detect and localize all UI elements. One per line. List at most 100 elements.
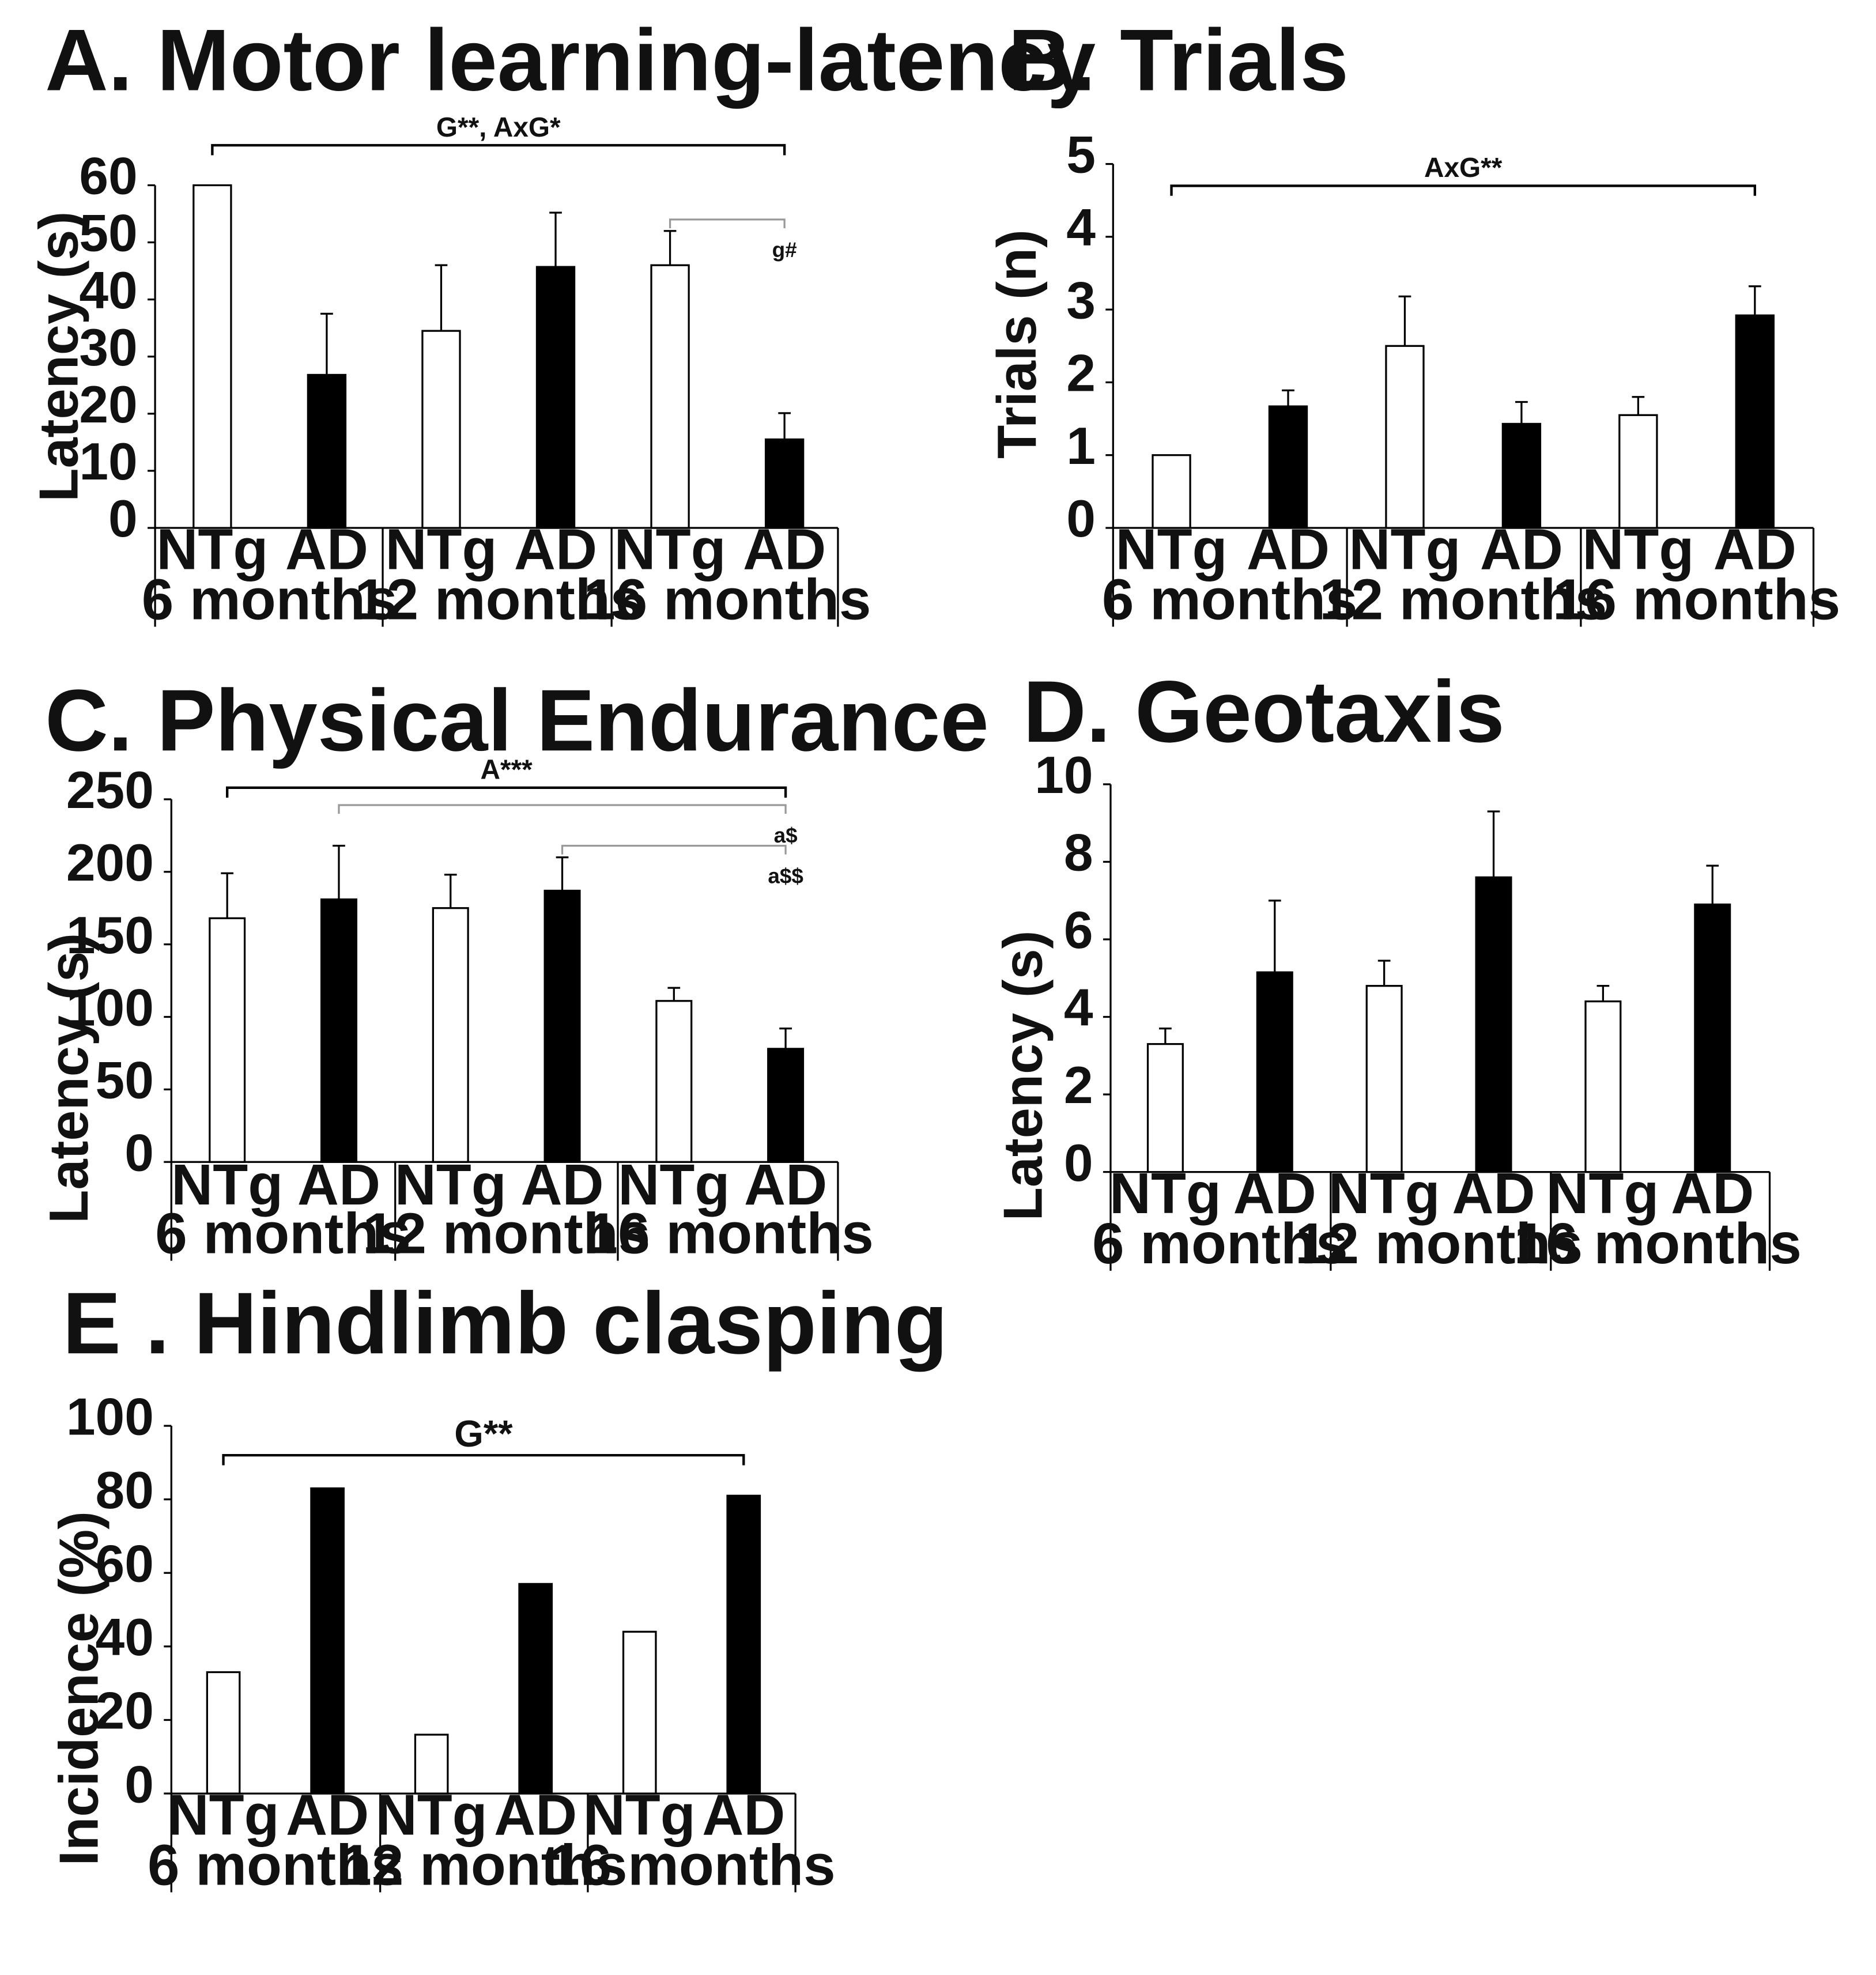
x-group-label: 6 months bbox=[148, 1833, 403, 1897]
y-tick-label: 20 bbox=[96, 1682, 154, 1740]
bar-ntg bbox=[1146, 1043, 1184, 1173]
bar-ntg bbox=[655, 1000, 693, 1163]
y-tick-label: 50 bbox=[79, 204, 137, 263]
posthoc-label: a$ bbox=[774, 824, 798, 847]
panel-e-title: E . Hindlimb clasping bbox=[62, 1274, 948, 1372]
bar-ntg bbox=[622, 1630, 657, 1795]
y-tick-label: 6 bbox=[1064, 901, 1093, 960]
bar-ad bbox=[535, 266, 576, 529]
bar-ntg bbox=[192, 184, 232, 529]
x-category-label: AD bbox=[744, 1153, 827, 1217]
y-tick-label: 0 bbox=[108, 489, 138, 548]
bar-ntg bbox=[1618, 414, 1658, 529]
x-group-label: 6 months bbox=[1102, 568, 1358, 632]
significance-bracket bbox=[211, 144, 786, 156]
panel-a-title: A. Motor learning-latency bbox=[45, 12, 1096, 109]
y-tick-label: 3 bbox=[1066, 271, 1096, 330]
bar-ad bbox=[1501, 422, 1542, 529]
x-group-label: 12 months bbox=[1319, 568, 1607, 632]
y-tick-label: 100 bbox=[66, 979, 154, 1037]
significance-label: A*** bbox=[481, 755, 533, 786]
bar-ad bbox=[310, 1487, 345, 1795]
y-tick-label: 5 bbox=[1066, 126, 1096, 184]
x-group-label: 12 months bbox=[363, 1202, 650, 1266]
significance-label: G**, AxG* bbox=[436, 112, 561, 143]
bar-ad bbox=[518, 1583, 553, 1795]
significance-label: AxG** bbox=[1424, 153, 1503, 183]
y-tick-label: 10 bbox=[79, 432, 137, 491]
y-tick-label: 60 bbox=[79, 147, 137, 206]
bar-ad bbox=[1268, 405, 1308, 529]
x-group-label: 16 months bbox=[1514, 1212, 1802, 1276]
bar-ad bbox=[1475, 876, 1512, 1173]
y-tick-label: 4 bbox=[1066, 198, 1096, 257]
panel-c-title: C. Physical Endurance bbox=[45, 671, 989, 769]
bar-ntg bbox=[209, 917, 246, 1163]
bar-ad bbox=[1256, 971, 1293, 1173]
bar-ntg bbox=[206, 1671, 241, 1795]
y-axis-label: Latency (s) bbox=[29, 212, 90, 502]
y-axis-label: Latency (s) bbox=[39, 933, 100, 1223]
y-tick-label: 40 bbox=[96, 1608, 154, 1667]
x-group-label: 16 months bbox=[583, 568, 871, 632]
y-tick-label: 250 bbox=[66, 761, 154, 820]
y-tick-label: 60 bbox=[96, 1534, 154, 1593]
x-group-label: 6 months bbox=[1092, 1212, 1348, 1276]
y-tick-label: 2 bbox=[1064, 1056, 1093, 1115]
x-group-label: 12 months bbox=[1295, 1212, 1583, 1276]
y-tick-label: 200 bbox=[66, 833, 154, 892]
bar-ntg bbox=[1584, 1000, 1622, 1173]
panel-e: E . Hindlimb clasping 0 20 40 60 80 100 Incide… bbox=[48, 1274, 948, 1897]
significance-bracket bbox=[1170, 184, 1757, 196]
y-tick-label: 20 bbox=[79, 375, 137, 434]
bar-ntg bbox=[421, 330, 461, 529]
bar-ntg bbox=[432, 907, 469, 1163]
y-axis-label: Latency (s) bbox=[993, 930, 1054, 1221]
panel-c: C. Physical Endurance 0 50 100 150 200 250 Lat… bbox=[39, 671, 989, 1266]
posthoc-label: g# bbox=[772, 238, 797, 262]
y-tick-label: 2 bbox=[1066, 344, 1096, 403]
y-tick-label: 0 bbox=[124, 1123, 154, 1182]
y-tick-label: 10 bbox=[1035, 746, 1093, 805]
y-tick-label: 100 bbox=[66, 1387, 154, 1446]
y-tick-label: 1 bbox=[1066, 417, 1096, 475]
x-group-label: 6 months bbox=[142, 568, 398, 632]
y-tick-label: 50 bbox=[96, 1051, 154, 1110]
x-category-label: NTg bbox=[618, 1153, 730, 1217]
panel-b-title: B. Trials bbox=[1008, 12, 1349, 109]
panel-d-title: D. Geotaxis bbox=[1023, 663, 1505, 761]
y-tick-label: 30 bbox=[79, 318, 137, 377]
x-group-label: 12 months bbox=[354, 568, 642, 632]
bar-ntg bbox=[650, 264, 690, 529]
bar-ad bbox=[726, 1494, 761, 1795]
x-category-label: AD bbox=[520, 1153, 603, 1217]
x-group-label: 12 months bbox=[339, 1833, 627, 1897]
bar-ad bbox=[307, 373, 347, 529]
y-tick-label: 40 bbox=[79, 261, 137, 320]
significance-label: G** bbox=[454, 1413, 513, 1455]
y-tick-label: 150 bbox=[66, 906, 154, 965]
y-axis-label: Incidence (%) bbox=[48, 1511, 110, 1866]
bar-ntg bbox=[1152, 454, 1191, 529]
x-group-label: 6 months bbox=[155, 1202, 411, 1266]
significance-bracket bbox=[226, 786, 787, 798]
bar-ad bbox=[1694, 903, 1731, 1173]
y-tick-label: 4 bbox=[1064, 979, 1093, 1037]
bar-ad bbox=[767, 1048, 805, 1163]
bar-ad bbox=[1735, 314, 1775, 529]
y-tick-label: 8 bbox=[1064, 824, 1093, 882]
y-tick-label: 0 bbox=[1066, 489, 1096, 548]
bar-ntg bbox=[414, 1734, 449, 1795]
bar-ad bbox=[320, 898, 357, 1163]
posthoc-label: a$$ bbox=[768, 864, 803, 888]
bar-ntg bbox=[1385, 345, 1425, 529]
bar-ad bbox=[543, 889, 581, 1163]
posthoc-bracket bbox=[338, 804, 787, 814]
